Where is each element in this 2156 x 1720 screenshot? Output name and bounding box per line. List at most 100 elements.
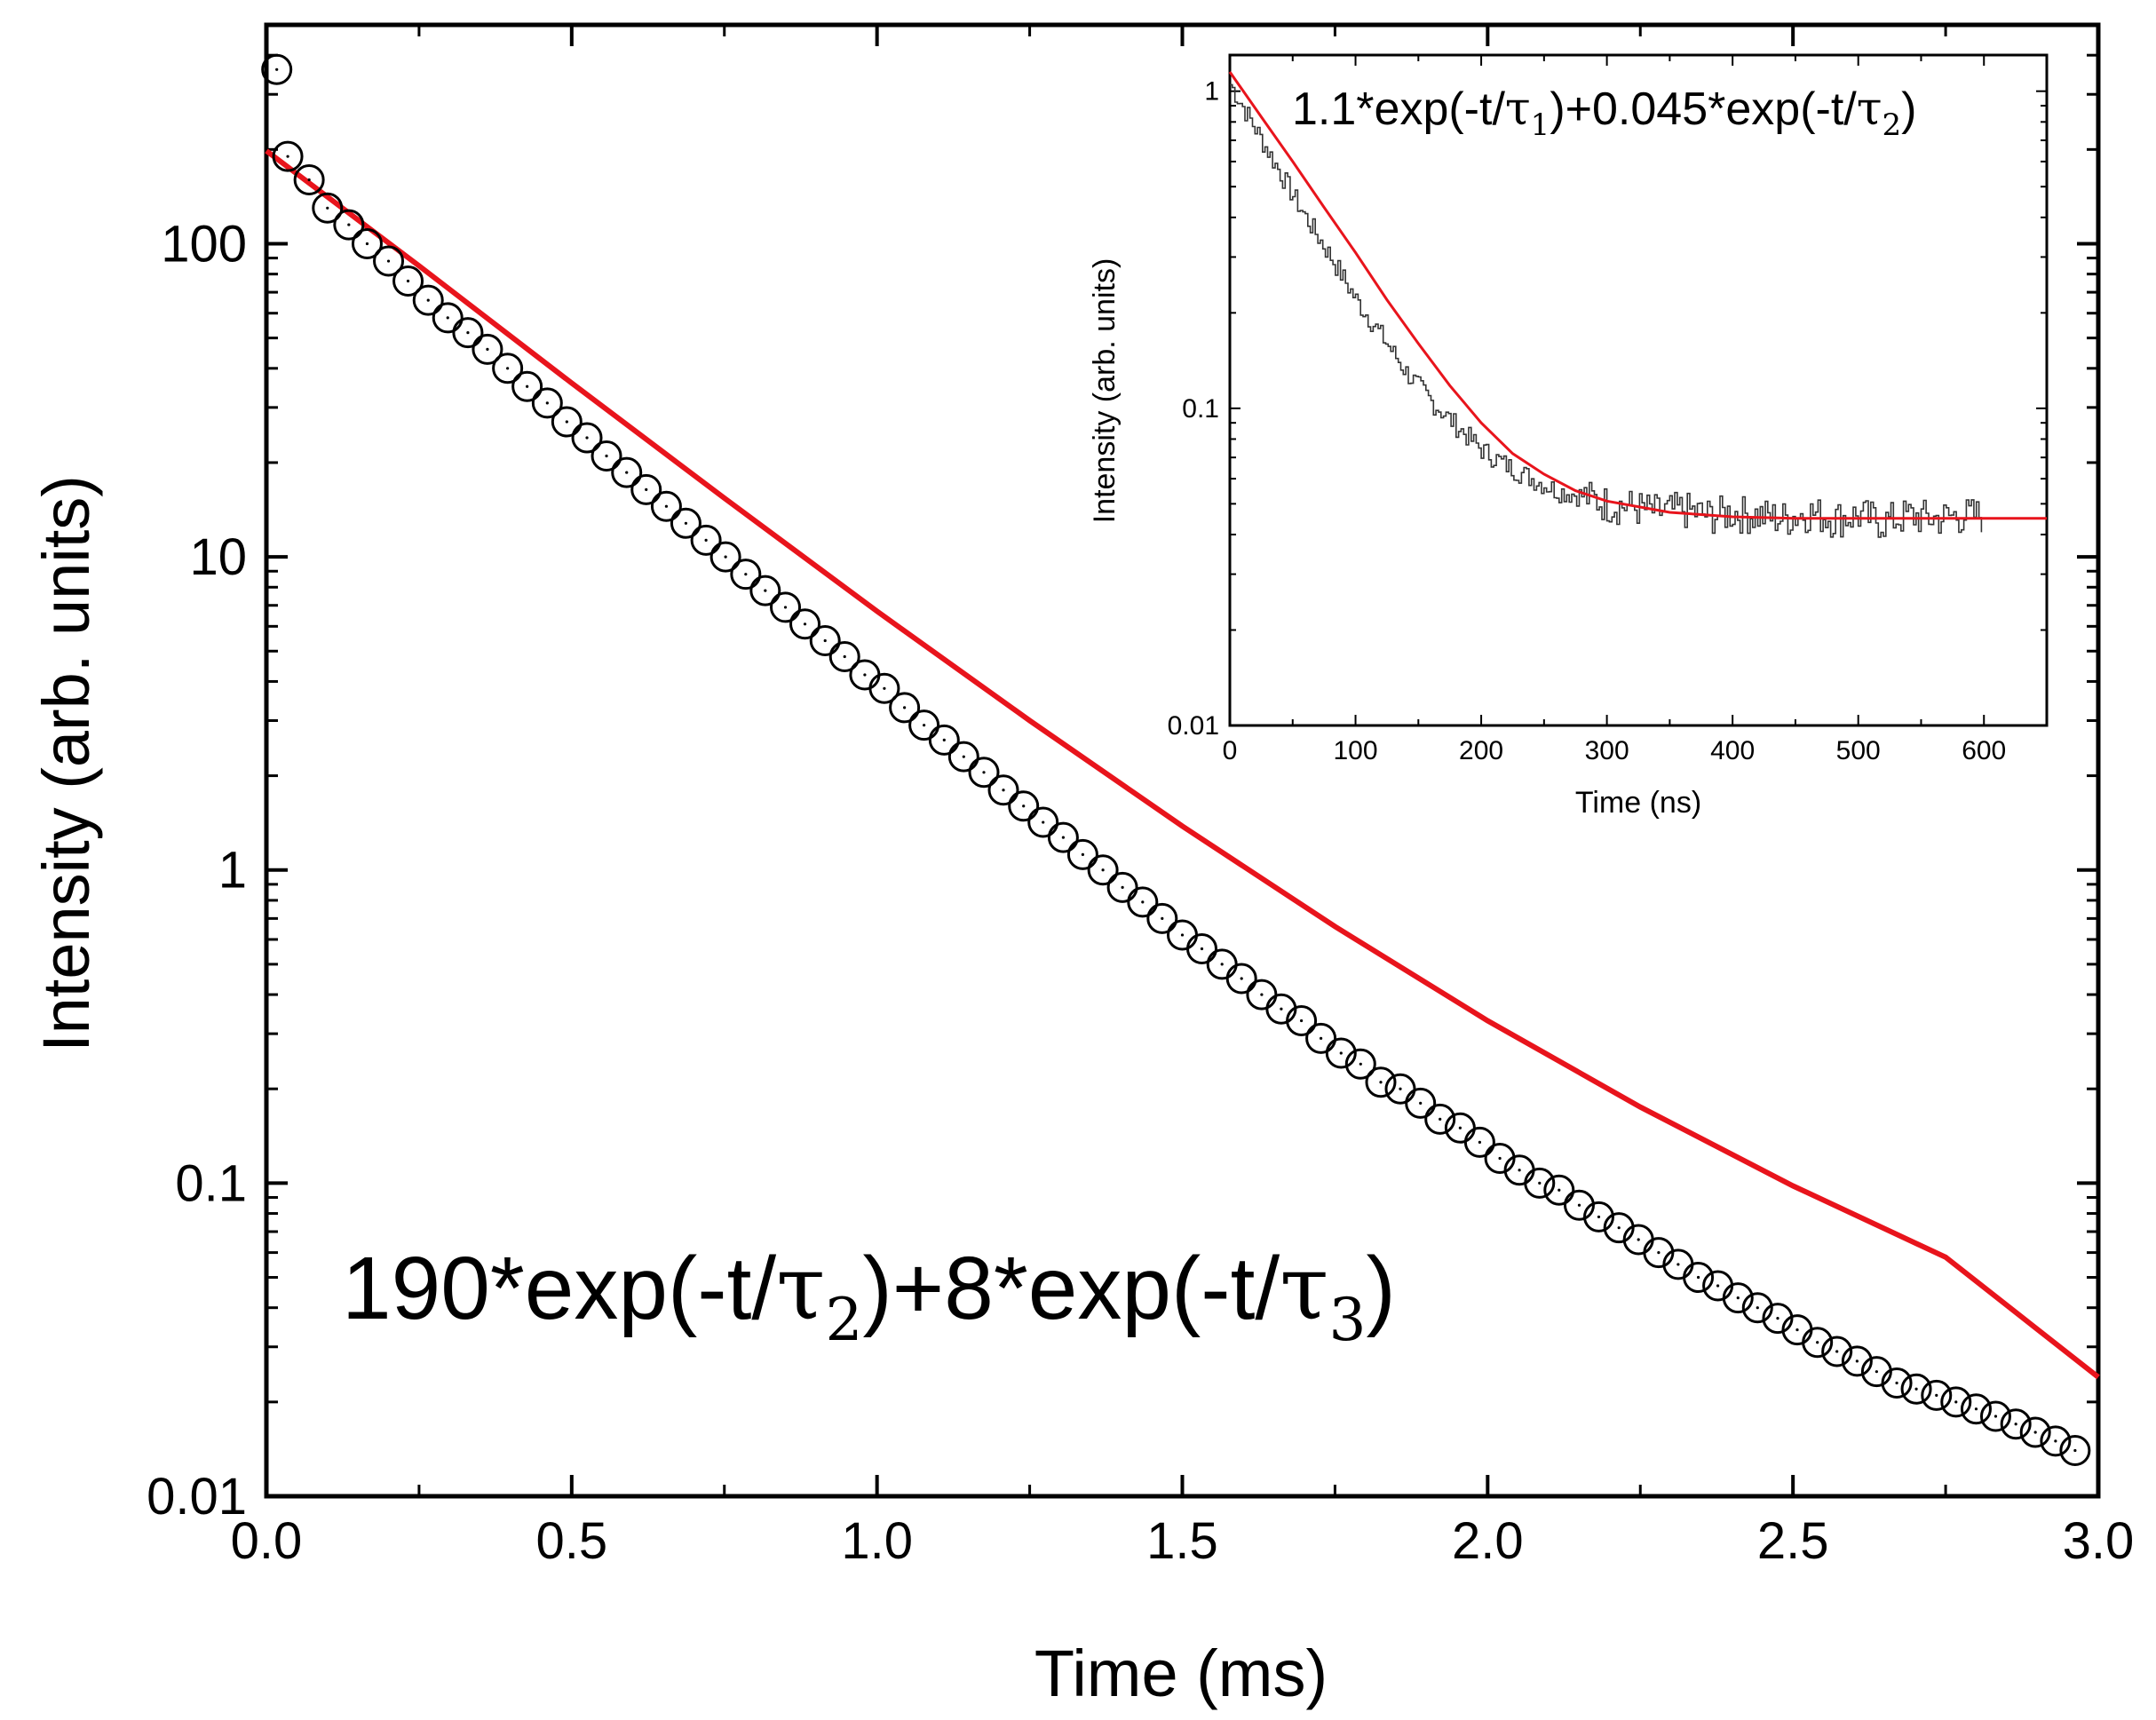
main-fit-line <box>265 148 2100 1380</box>
main-data-point <box>432 302 464 334</box>
main-data-point-center <box>1419 1101 1423 1105</box>
main-data-point-center <box>704 538 708 542</box>
main-data-point <box>1424 1103 1456 1135</box>
inset-fit-line <box>1228 71 2047 520</box>
main-data-point <box>730 559 762 591</box>
main-x-axis-title: Time (ms) <box>1034 1637 1328 1710</box>
main-data-point-center <box>883 686 886 690</box>
main-data-point <box>472 333 503 365</box>
main-data-point-center <box>1657 1251 1661 1255</box>
main-data-point <box>492 353 524 384</box>
main-data-point-center <box>466 331 470 335</box>
inset-y-axis-title: Intensity (arb. units) <box>1088 258 1122 524</box>
main-x-tick-label: 1.0 <box>841 1512 913 1570</box>
main-data-point-center <box>545 401 549 405</box>
main-data-point-center <box>1458 1126 1462 1129</box>
main-data-point <box>1365 1066 1397 1098</box>
main-data-point-center <box>1498 1156 1502 1161</box>
inset-x-tick-label: 500 <box>1836 736 1881 765</box>
main-data-point-center <box>406 279 410 283</box>
main-data-point-center <box>605 454 608 458</box>
main-data-point <box>630 473 662 505</box>
main-data-point <box>1146 902 1178 934</box>
main-data-point-center <box>1478 1140 1481 1145</box>
inset-fit-formula: 1.1*exp(-t/τ1)+0.045*exp(-t/τ2) <box>1292 83 1916 143</box>
main-data-point-center <box>1200 947 1204 951</box>
main-data-point-center <box>1637 1238 1640 1241</box>
main-data-point-center <box>625 471 629 474</box>
main-axis-ticks <box>265 23 2100 1498</box>
main-data-point-center <box>1081 852 1085 856</box>
main-data-point <box>1087 854 1119 886</box>
main-data-point-center <box>744 573 748 576</box>
main-data-point <box>1940 1386 1972 1418</box>
main-data-point-center <box>1061 836 1066 839</box>
main-data-point-center <box>1399 1087 1402 1090</box>
main-data-point <box>1960 1393 1992 1425</box>
main-data-point <box>709 541 741 573</box>
main-data-point-center <box>286 155 289 158</box>
main-data-point <box>1186 933 1218 965</box>
main-data-point <box>1463 1126 1495 1158</box>
main-data-point <box>1582 1201 1614 1233</box>
main-data-point-center <box>1617 1226 1621 1230</box>
main-data-point-center <box>823 638 827 643</box>
main-data-point <box>690 524 722 556</box>
main-data-point-center <box>962 755 965 758</box>
main-data-point-center <box>1816 1341 1819 1344</box>
main-data-point <box>1225 963 1257 995</box>
main-data-point-center <box>1538 1181 1542 1185</box>
main-data-point-center <box>275 67 279 71</box>
main-y-tick-label: 100 <box>161 215 247 273</box>
inset-y-tick-label: 0.1 <box>1182 394 1219 424</box>
main-data-point-center <box>1320 1036 1323 1040</box>
inset-x-tick-label: 0 <box>1223 736 1238 765</box>
main-data-point <box>928 724 960 756</box>
main-fit-curve <box>265 148 2100 1380</box>
main-data-point-center <box>1875 1370 1878 1374</box>
main-data-point-center <box>1240 977 1243 980</box>
main-data-point <box>1881 1367 1913 1399</box>
main-data-point <box>789 608 821 640</box>
main-data-point-center <box>1756 1306 1759 1310</box>
main-data-point-center <box>863 673 867 677</box>
main-data-point-center <box>1795 1328 1799 1332</box>
main-data-points <box>261 53 2091 1466</box>
main-data-point <box>908 709 940 741</box>
main-data-point-center <box>1776 1317 1779 1320</box>
main-data-point <box>889 692 921 724</box>
main-data-point <box>2059 1434 2091 1466</box>
main-data-point-center <box>1042 820 1045 824</box>
main-data-point-center <box>2014 1423 2017 1426</box>
main-data-point-center <box>565 420 568 424</box>
main-data-point <box>1344 1048 1376 1080</box>
main-data-point <box>968 757 1000 789</box>
main-data-point <box>828 641 860 673</box>
main-data-point-center <box>1577 1203 1581 1207</box>
main-y-tick-label: 0.01 <box>147 1468 247 1526</box>
main-data-point-center <box>1676 1263 1680 1266</box>
main-data-point <box>452 317 484 349</box>
main-data-point <box>1762 1303 1794 1335</box>
inset-x-axis-title: Time (ns) <box>1575 786 1701 820</box>
main-data-point-center <box>446 316 449 320</box>
main-fit-formula: 190*exp(-t/τ2)+8*exp(-t/τ3) <box>342 1236 1396 1354</box>
main-data-point <box>272 140 304 172</box>
main-data-point <box>1008 790 1040 822</box>
main-data-point-center <box>1974 1407 1978 1411</box>
main-data-point-center <box>724 555 727 559</box>
main-data-point <box>1741 1292 1773 1324</box>
main-data-point <box>551 406 583 438</box>
inset-data-trace <box>1230 83 1983 538</box>
main-data-point <box>2019 1416 2051 1448</box>
main-data-point-center <box>1101 868 1105 872</box>
main-data-point <box>1524 1167 1556 1199</box>
main-data-point-center <box>526 384 529 388</box>
main-data-point-center <box>486 347 489 351</box>
main-data-point <box>770 591 802 623</box>
main-data-point <box>1563 1189 1595 1221</box>
main-data-point <box>1405 1087 1437 1119</box>
main-data-point <box>373 245 405 277</box>
main-data-point-center <box>1141 900 1145 904</box>
inset-data-line <box>1230 83 1983 538</box>
